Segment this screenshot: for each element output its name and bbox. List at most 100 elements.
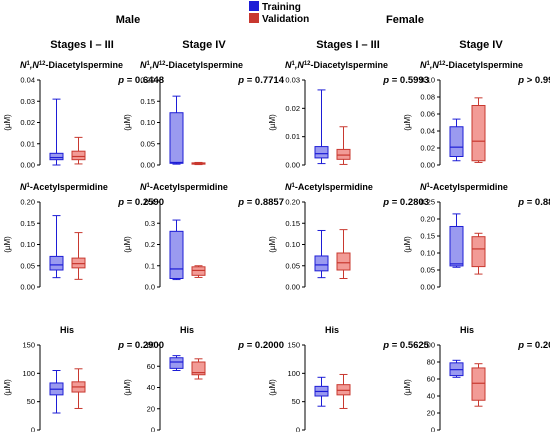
title-rest: -Diacetylspermine: [166, 60, 244, 70]
box-training: [169, 355, 184, 371]
y-tick-label: 0.03: [20, 97, 35, 106]
p-value: p = 0.2590: [117, 197, 164, 208]
panel-title: N1-Acetylspermidine: [420, 182, 508, 192]
y-axis-label: (µM): [403, 236, 412, 253]
y-tick-label: 0.25: [420, 198, 435, 207]
column-title-4: Stage IV: [459, 39, 503, 51]
p-value-symbol: p: [117, 340, 124, 351]
title-n: N: [420, 60, 427, 70]
title-sup2: 12: [439, 61, 446, 67]
title-n: N: [285, 60, 292, 70]
y-tick-label: 0.20: [285, 198, 300, 207]
y-tick-label: 0.03: [285, 76, 300, 85]
y-tick-label: 0.4: [145, 198, 155, 207]
panel-4: N1,N12-Diacetylspermine p > 0.9999 0.00 0.0…: [403, 60, 550, 170]
box-training: [449, 359, 464, 378]
panel-title: N1-Acetylspermidine: [20, 182, 108, 192]
y-axis-label: (µM): [3, 236, 12, 253]
box-iqr: [314, 255, 329, 272]
p-value: p = 0.6448: [117, 75, 164, 86]
y-tick-label: 80: [147, 341, 155, 350]
box-validation: [191, 358, 206, 380]
header-male: Male: [116, 14, 140, 26]
panel-title-text: His: [325, 325, 339, 335]
box-iqr: [71, 150, 86, 161]
y-tick-label: 20: [147, 404, 155, 413]
box-training: [314, 376, 329, 407]
p-value-symbol: p: [117, 197, 124, 208]
title-n: N: [420, 182, 427, 192]
p-value-symbol: p: [382, 75, 389, 86]
y-tick-label: 0.10: [420, 76, 435, 85]
box-iqr: [336, 252, 351, 271]
legend-swatch-training: [249, 1, 259, 11]
y-tick-label: 0.20: [140, 76, 155, 85]
title-sup: 1: [292, 61, 296, 67]
y-tick-label: 0.10: [420, 249, 435, 258]
y-tick-label: 0.01: [285, 132, 300, 141]
p-value-symbol: p: [237, 75, 244, 86]
y-tick-label: 60: [147, 362, 155, 371]
box-iqr: [471, 236, 486, 268]
legend-swatch-validation: [249, 13, 259, 23]
box-validation: [71, 232, 86, 280]
p-value: p = 0.2900: [117, 340, 164, 351]
y-tick-label: 0: [151, 426, 155, 432]
y-tick-label: 0.00: [285, 283, 300, 292]
p-value-number: = 0.2590: [124, 197, 164, 208]
y-axis-label: (µM): [123, 114, 132, 131]
y-tick-label: 0.05: [140, 139, 155, 148]
y-tick-label: 0: [296, 426, 300, 432]
p-value-number: = 0.2803: [389, 197, 429, 208]
y-tick-label: 0.00: [140, 161, 155, 170]
y-tick-label: 0.02: [420, 144, 435, 153]
panel-title: His: [325, 325, 339, 335]
y-tick-label: 0.00: [20, 283, 35, 292]
y-tick-label: 0.15: [20, 219, 35, 228]
title-sup: 1: [147, 61, 151, 67]
p-value-number: = 0.5625: [389, 340, 430, 351]
p-value-symbol: p: [237, 340, 244, 351]
panel-title: His: [460, 325, 474, 335]
p-value-number: = 0.6448: [124, 75, 164, 86]
y-tick-label: 60: [427, 375, 435, 384]
box-validation: [471, 232, 486, 275]
title-rest: -Diacetylspermine: [311, 60, 389, 70]
panel-title: N1,N12-Diacetylspermine: [20, 60, 123, 70]
p-value-number: = 0.2000: [524, 340, 550, 351]
p-value: p = 0.7714: [237, 75, 284, 86]
panel-title: N1-Acetylspermidine: [285, 182, 373, 192]
box-iqr: [449, 225, 464, 267]
panel-11: His p = 0.5625 0 50 100 150 (µM): [268, 325, 430, 432]
y-tick-label: 0.15: [140, 97, 155, 106]
box-training: [314, 89, 329, 165]
box-validation: [336, 373, 351, 409]
y-tick-label: 0.10: [285, 240, 300, 249]
p-value-number: = 0.7714: [244, 75, 285, 86]
y-tick-label: 0.20: [20, 198, 35, 207]
box-validation: [471, 363, 486, 407]
box-training: [314, 229, 329, 279]
box-validation: [471, 97, 486, 163]
header-female: Female: [386, 14, 424, 26]
y-tick-label: 0.02: [20, 118, 35, 127]
panel-2: N1,N12-Diacetylspermine p = 0.7714 0.00 0.0…: [123, 60, 285, 170]
panel-1: N1,N12-Diacetylspermine p = 0.6448 0.00 0.0…: [3, 60, 164, 170]
p-value-symbol: p: [382, 197, 389, 208]
y-axis-label: (µM): [403, 379, 412, 396]
p-value-number: > 0.9999: [524, 75, 550, 86]
y-tick-label: 0.05: [420, 266, 435, 275]
y-tick-label: 0.15: [285, 219, 300, 228]
column-title-2: Stage IV: [182, 39, 226, 51]
title-sup: 1: [292, 183, 296, 189]
y-tick-label: 0.20: [420, 215, 435, 224]
legend-label-training: Training: [262, 2, 301, 13]
title-sup: 1: [427, 183, 431, 189]
box-iqr: [49, 255, 64, 271]
title-sup2: 12: [159, 61, 166, 67]
panels: N1,N12-Diacetylspermine p = 0.6448 0.00 0.0…: [3, 60, 550, 432]
box-iqr: [471, 367, 486, 401]
p-value-symbol: p: [117, 75, 124, 86]
panel-title-text: His: [460, 325, 474, 335]
